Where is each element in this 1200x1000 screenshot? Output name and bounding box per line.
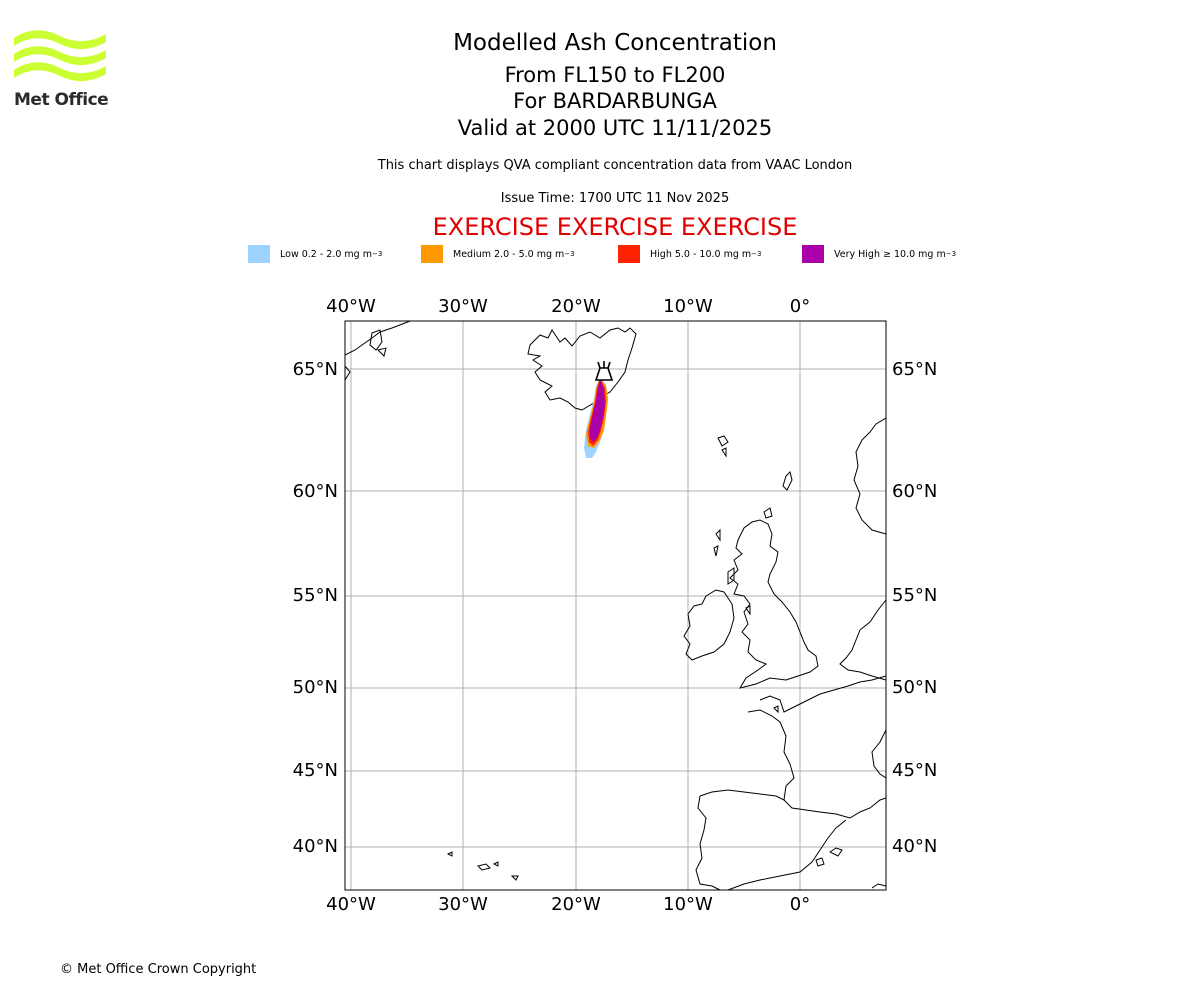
- flight-level-range: From FL150 to FL200: [504, 63, 726, 87]
- iberia-coast: [695, 789, 847, 890]
- logo-text: Met Office: [14, 90, 109, 110]
- legend-unit-exponent: −3: [945, 250, 957, 258]
- valid-time: Valid at 2000 UTC 11/11/2025: [457, 116, 773, 140]
- ash-very-high: [590, 378, 605, 442]
- lat-tick-right: 50°N: [892, 677, 937, 698]
- lon-tick-top: 0°: [790, 296, 810, 317]
- gridlines: [345, 321, 886, 890]
- chart-title: Modelled Ash Concentration: [453, 30, 777, 56]
- legend-item-high: High 5.0 - 10.0 mg m −3: [618, 244, 762, 264]
- volcano-name: For BARDARBUNGA: [513, 89, 717, 113]
- axis-labels: 40°W 30°W 20°W 10°W 0° 40°W 30°W 20°W 10…: [293, 296, 938, 915]
- great-britain-coast: [729, 519, 819, 689]
- lat-tick-left: 65°N: [293, 359, 338, 380]
- lat-tick-left: 45°N: [293, 760, 338, 781]
- exercise-banner: EXERCISE EXERCISE EXERCISE: [432, 213, 798, 241]
- lon-tick-top: 20°W: [551, 296, 601, 317]
- legend-swatch-very-high: [802, 245, 824, 263]
- issue-time: Issue Time: 1700 UTC 11 Nov 2025: [500, 191, 730, 206]
- lon-tick-bottom: 30°W: [438, 894, 488, 915]
- legend-unit-exponent: −3: [751, 250, 762, 258]
- lat-tick-right: 60°N: [892, 481, 937, 502]
- volcano-icon: [594, 361, 614, 381]
- legend-label-medium: Medium 2.0 - 5.0 mg m: [453, 248, 565, 260]
- lon-tick-bottom: 40°W: [326, 894, 376, 915]
- chart-description: This chart displays QVA compliant concen…: [377, 158, 853, 173]
- legend-swatch-low: [248, 245, 270, 263]
- legend-swatch-medium: [421, 245, 443, 263]
- lon-tick-top: 30°W: [438, 296, 488, 317]
- legend-item-low: Low 0.2 - 2.0 mg m −3: [248, 244, 382, 264]
- lat-tick-right: 65°N: [892, 359, 937, 380]
- lat-tick-right: 45°N: [892, 760, 937, 781]
- met-office-logo: [14, 30, 106, 82]
- coastlines: [345, 321, 886, 890]
- legend-swatch-high: [618, 245, 640, 263]
- legend-unit-exponent: −3: [372, 250, 383, 258]
- lat-tick-left: 50°N: [293, 677, 338, 698]
- france-coast: [747, 675, 886, 819]
- lon-tick-top: 10°W: [663, 296, 713, 317]
- legend-label-low: Low 0.2 - 2.0 mg m: [280, 248, 372, 260]
- norway-coast: [853, 417, 886, 535]
- copyright-notice: © Met Office Crown Copyright: [60, 962, 257, 977]
- ireland-coast: [683, 589, 735, 661]
- lon-tick-bottom: 0°: [790, 894, 810, 915]
- lat-tick-right: 40°N: [892, 836, 937, 857]
- lon-tick-bottom: 10°W: [663, 894, 713, 915]
- ash-plume: [584, 378, 608, 458]
- map-frame: [344, 320, 887, 891]
- lat-tick-right: 55°N: [892, 585, 937, 606]
- lat-tick-left: 40°N: [293, 836, 338, 857]
- legend-item-very-high: Very High ≥ 10.0 mg m −3: [802, 244, 956, 264]
- lon-tick-top: 40°W: [326, 296, 376, 317]
- lat-tick-left: 55°N: [293, 585, 338, 606]
- lon-tick-bottom: 20°W: [551, 894, 601, 915]
- legend-label-high: High 5.0 - 10.0 mg m: [650, 248, 752, 260]
- iceland-coast: [527, 327, 637, 411]
- legend-item-medium: Medium 2.0 - 5.0 mg m −3: [421, 244, 575, 264]
- legend-label-very-high: Very High ≥ 10.0 mg m: [834, 248, 946, 260]
- legend-unit-exponent: −3: [564, 250, 575, 258]
- lat-tick-left: 60°N: [293, 481, 338, 502]
